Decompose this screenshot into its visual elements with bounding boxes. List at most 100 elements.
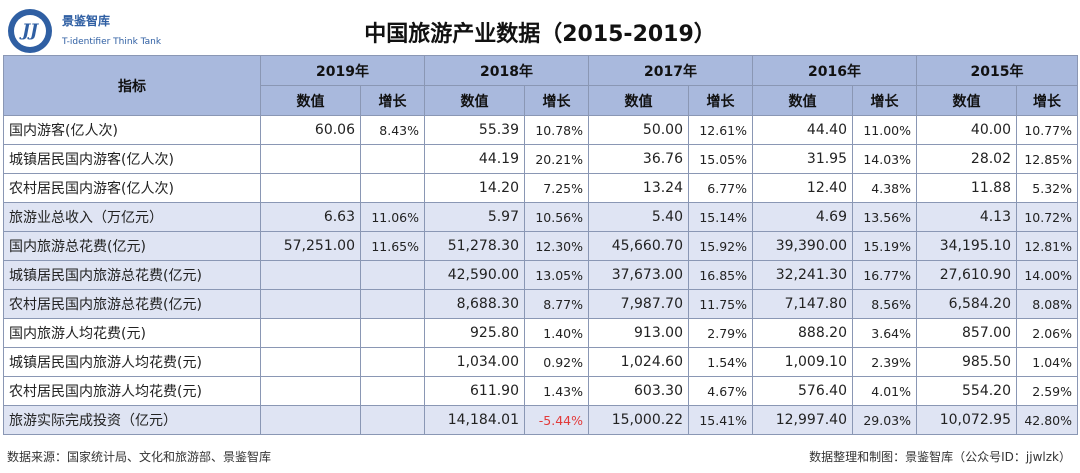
table-row: 国内游客(亿人次) 60.06 8.43% 55.39 10.78% 50.00 12.61… <box>3 115 1078 145</box>
growth-cell: 14.03% <box>852 144 917 174</box>
growth-cell: 10.72% <box>1016 202 1078 232</box>
year-header: 2016年 <box>752 55 917 86</box>
row-label: 农村居民国内旅游总花费(亿元) <box>3 289 261 319</box>
growth-cell: 12.85% <box>1016 144 1078 174</box>
growth-cell: 4.01% <box>852 376 917 406</box>
table-row: 农村居民国内旅游人均花费(元) 611.90 1.43% 603.30 4.67% 576… <box>3 376 1078 406</box>
row-label: 城镇居民国内游客(亿人次) <box>3 144 261 174</box>
value-cell: 7,987.70 <box>588 289 689 319</box>
indicator-header: 指标 <box>3 55 261 116</box>
value-cell: 1,009.10 <box>752 347 853 377</box>
table-row: 旅游业总收入（万亿元） 6.63 11.06% 5.97 10.56% 5.40 15.14… <box>3 202 1078 232</box>
growth-cell <box>360 347 425 377</box>
value-header: 数值 <box>424 85 525 116</box>
value-cell: 36.76 <box>588 144 689 174</box>
brand-logo: JJ 景鉴智库 T-identifier Think Tank <box>8 9 161 53</box>
table-body: 国内游客(亿人次) 60.06 8.43% 55.39 10.78% 50.00 12.61… <box>3 115 1078 435</box>
growth-cell: 1.04% <box>1016 347 1078 377</box>
value-cell <box>260 260 361 290</box>
growth-cell: 15.19% <box>852 231 917 261</box>
page-header: JJ 景鉴智库 T-identifier Think Tank 中国旅游产业数据… <box>0 0 1080 58</box>
value-cell: 44.19 <box>424 144 525 174</box>
page-title: 中国旅游产业数据（2015-2019） <box>364 22 716 47</box>
growth-cell: 12.61% <box>688 115 753 145</box>
value-cell: 5.97 <box>424 202 525 232</box>
growth-header: 增长 <box>852 85 917 116</box>
growth-cell: 12.30% <box>524 231 589 261</box>
data-source-note: 数据来源：国家统计局、文化和旅游部、景鉴智库 <box>7 450 272 464</box>
growth-cell: 16.77% <box>852 260 917 290</box>
table-row: 城镇居民国内游客(亿人次) 44.19 20.21% 36.76 15.05% 31.95… <box>3 144 1078 174</box>
value-cell: 37,673.00 <box>588 260 689 290</box>
row-label: 旅游实际完成投资（亿元） <box>3 405 261 435</box>
growth-cell: 14.00% <box>1016 260 1078 290</box>
growth-cell <box>360 289 425 319</box>
value-cell: 1,024.60 <box>588 347 689 377</box>
table-row: 旅游实际完成投资（亿元） 14,184.01 -5.44% 15,000.22 15.4… <box>3 405 1078 435</box>
value-cell <box>260 289 361 319</box>
value-cell: 611.90 <box>424 376 525 406</box>
growth-cell: 20.21% <box>524 144 589 174</box>
value-cell: 554.20 <box>916 376 1017 406</box>
growth-cell: 8.08% <box>1016 289 1078 319</box>
value-cell <box>260 347 361 377</box>
row-label: 城镇居民国内旅游人均花费(元) <box>3 347 261 377</box>
brand-name-en: T-identifier Think Tank <box>62 37 162 47</box>
growth-cell: 7.25% <box>524 173 589 203</box>
growth-cell: 2.06% <box>1016 318 1078 348</box>
growth-cell: 1.54% <box>688 347 753 377</box>
value-cell: 44.40 <box>752 115 853 145</box>
value-cell: 55.39 <box>424 115 525 145</box>
growth-cell: 5.32% <box>1016 173 1078 203</box>
year-header: 2017年 <box>588 55 753 86</box>
growth-cell: 10.77% <box>1016 115 1078 145</box>
table-row: 农村居民国内旅游总花费(亿元) 8,688.30 8.77% 7,987.70 11.7… <box>3 289 1078 319</box>
growth-header: 增长 <box>524 85 589 116</box>
growth-cell: 15.92% <box>688 231 753 261</box>
year-header-row: 指标 2019年 2018年 2017年 2016年 2015年 <box>3 55 1078 116</box>
logo-badge-icon: JJ <box>8 9 52 53</box>
value-cell: 31.95 <box>752 144 853 174</box>
value-cell: 57,251.00 <box>260 231 361 261</box>
year-header: 2015年 <box>916 55 1078 86</box>
value-cell: 28.02 <box>916 144 1017 174</box>
value-cell: 32,241.30 <box>752 260 853 290</box>
growth-cell: 8.56% <box>852 289 917 319</box>
value-cell <box>260 318 361 348</box>
value-cell: 42,590.00 <box>424 260 525 290</box>
brand-text: 景鉴智库 T-identifier Think Tank <box>62 13 161 49</box>
value-cell <box>260 173 361 203</box>
value-cell: 925.80 <box>424 318 525 348</box>
value-cell: 913.00 <box>588 318 689 348</box>
value-cell: 576.40 <box>752 376 853 406</box>
growth-header: 增长 <box>688 85 753 116</box>
growth-cell: 11.00% <box>852 115 917 145</box>
growth-cell: 12.81% <box>1016 231 1078 261</box>
growth-cell: 8.77% <box>524 289 589 319</box>
value-cell: 12,997.40 <box>752 405 853 435</box>
growth-cell: 1.43% <box>524 376 589 406</box>
value-cell: 34,195.10 <box>916 231 1017 261</box>
row-label: 农村居民国内旅游人均花费(元) <box>3 376 261 406</box>
row-label: 农村居民国内游客(亿人次) <box>3 173 261 203</box>
value-header: 数值 <box>752 85 853 116</box>
value-header: 数值 <box>260 85 361 116</box>
year-header: 2019年 <box>260 55 425 86</box>
value-header: 数值 <box>916 85 1017 116</box>
sub-header-row: 数值 增长 数值 增长 数值 增长 数值 增长 数值 增长 <box>4 85 1078 116</box>
growth-cell: -5.44% <box>524 405 589 435</box>
growth-cell <box>360 173 425 203</box>
growth-cell: 11.65% <box>360 231 425 261</box>
value-cell: 5.40 <box>588 202 689 232</box>
value-cell: 4.69 <box>752 202 853 232</box>
row-label: 旅游业总收入（万亿元） <box>3 202 261 232</box>
growth-header: 增长 <box>360 85 425 116</box>
value-cell: 45,660.70 <box>588 231 689 261</box>
growth-cell <box>360 260 425 290</box>
growth-cell <box>360 144 425 174</box>
value-cell: 888.20 <box>752 318 853 348</box>
value-cell <box>260 376 361 406</box>
credit-note: 数据整理和制图：景鉴智库（公众号ID：jjwlzk） <box>809 450 1071 464</box>
logo-mark: JJ <box>21 21 39 41</box>
table-row: 农村居民国内游客(亿人次) 14.20 7.25% 13.24 6.77% 12.40 4.… <box>3 173 1078 203</box>
